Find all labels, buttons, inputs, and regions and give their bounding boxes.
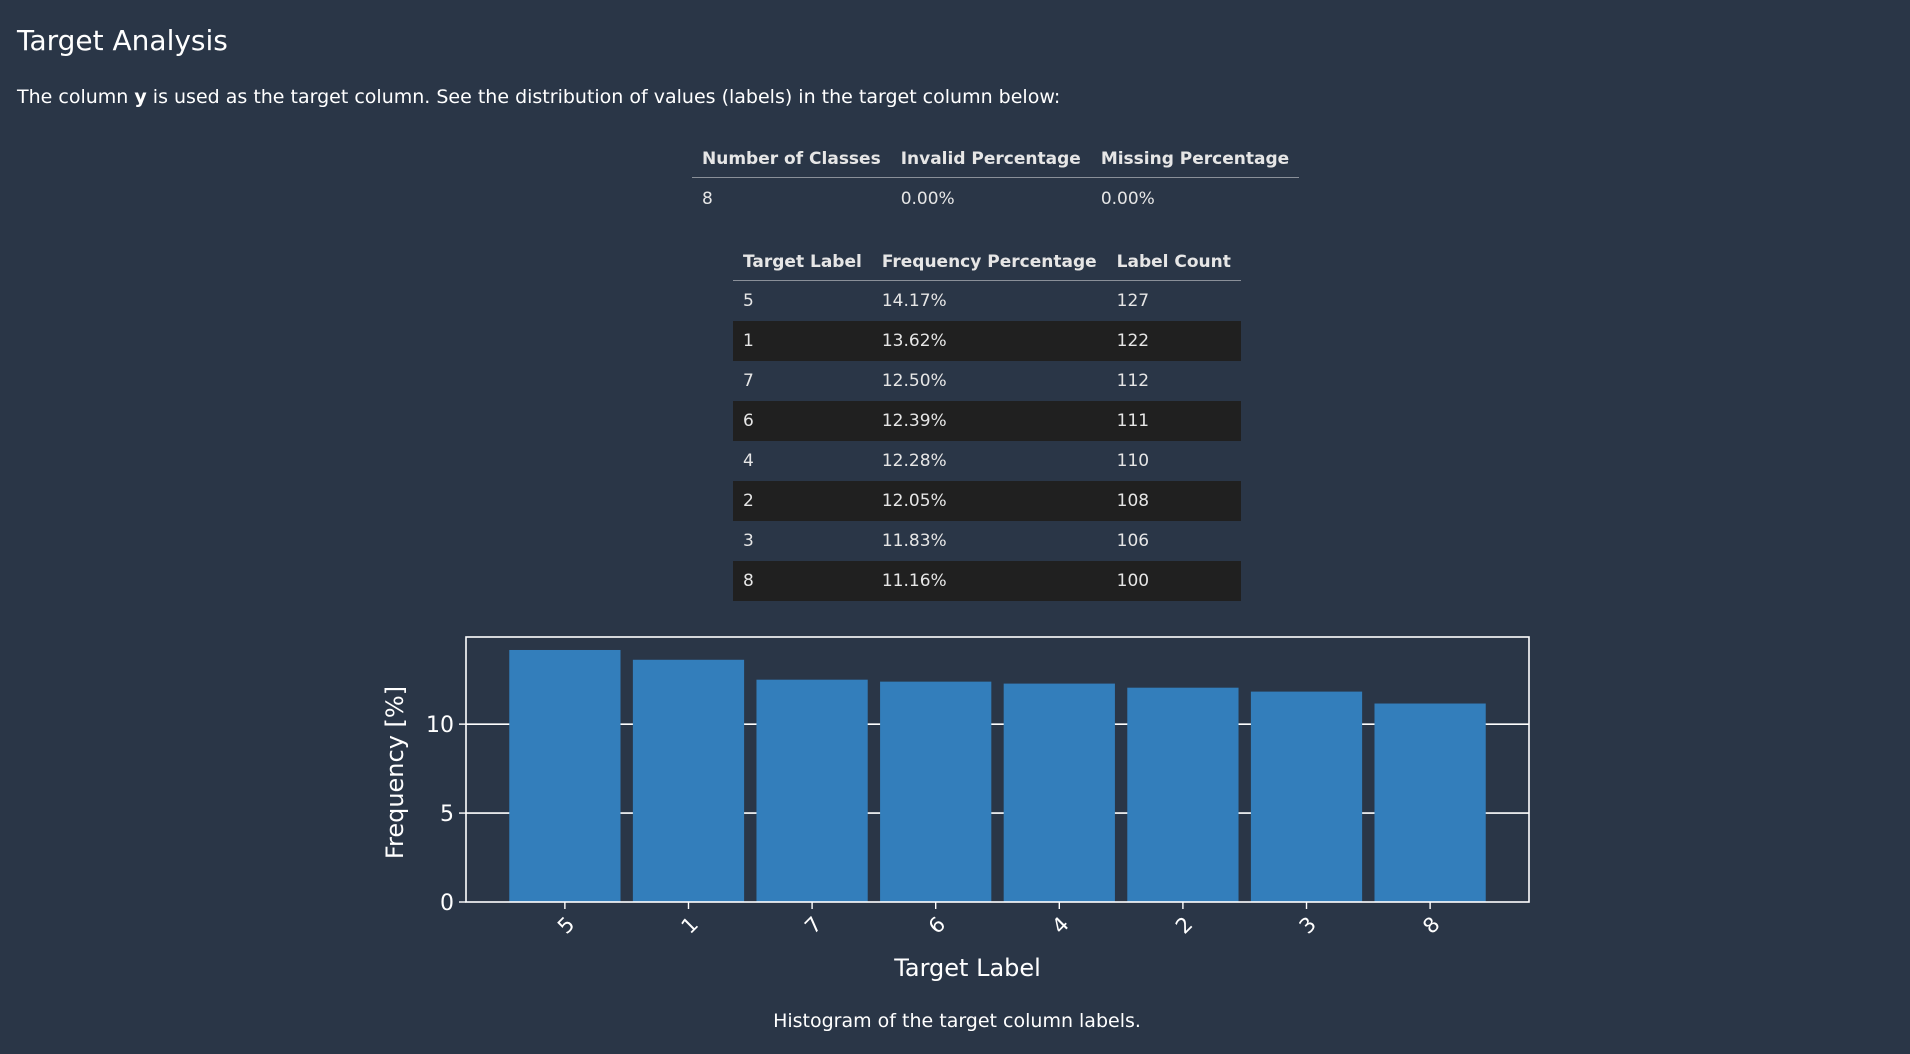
row-frequency: 11.83% <box>881 531 947 551</box>
table-row: 2 12.05% 108 <box>733 481 1241 521</box>
bar-2 <box>1127 687 1239 902</box>
row-frequency: 13.62% <box>871 321 1107 361</box>
x-tick-label: 4 <box>1047 912 1073 938</box>
row-frequency: 12.05% <box>871 481 1107 521</box>
row-target-label: 5 <box>743 291 754 311</box>
target-column-name: y <box>134 86 147 108</box>
row-target-label: 8 <box>733 561 872 601</box>
summary-classes-value: 8 <box>702 189 713 209</box>
row-frequency: 12.50% <box>881 371 947 391</box>
intro-text: The column y is used as the target colum… <box>17 86 1060 108</box>
table-row: 5 14.17% 127 <box>733 281 1241 322</box>
row-target-label: 6 <box>733 401 872 441</box>
row-frequency: 12.39% <box>871 401 1107 441</box>
bar-1 <box>632 659 745 902</box>
x-tick-label: 2 <box>1171 912 1197 938</box>
bar-8 <box>1374 703 1486 902</box>
x-tick-label: 1 <box>677 912 703 938</box>
y-axis-label: Frequency [%] <box>381 686 409 859</box>
row-count: 108 <box>1106 481 1241 521</box>
row-count: 110 <box>1116 451 1150 471</box>
summary-header-row: Number of Classes Invalid Percentage Mis… <box>692 141 1300 178</box>
x-tick-label: 3 <box>1295 912 1321 938</box>
plot-frame <box>465 636 1530 903</box>
row-count: 127 <box>1116 291 1150 311</box>
row-count: 112 <box>1116 371 1150 391</box>
y-tick-label: 5 <box>440 802 454 827</box>
x-axis-label: Target Label <box>893 954 1041 982</box>
table-row: 3 11.83% 106 <box>733 521 1241 561</box>
table-row: 1 13.62% 122 <box>733 321 1241 361</box>
row-target-label: 3 <box>743 531 754 551</box>
distribution-table: Target Label Frequency Percentage Label … <box>733 243 1241 601</box>
distribution-header-label: Target Label <box>733 243 872 281</box>
summary-table: Number of Classes Invalid Percentage Mis… <box>692 141 1300 221</box>
row-count: 122 <box>1106 321 1241 361</box>
table-row: 7 12.50% 112 <box>733 361 1241 401</box>
summary-header-invalid: Invalid Percentage <box>890 141 1091 178</box>
bar-3 <box>1250 691 1363 902</box>
row-target-label: 4 <box>743 451 754 471</box>
row-target-label: 7 <box>743 371 754 391</box>
row-frequency: 11.16% <box>871 561 1107 601</box>
bar-6 <box>880 681 992 902</box>
y-tick-label: 10 <box>426 713 454 738</box>
target-label-histogram: 0 5 10 5 1 7 6 4 2 3 8 Target Label Frequency [%] <box>381 636 1530 982</box>
row-count: 111 <box>1106 401 1241 441</box>
row-target-label: 2 <box>733 481 872 521</box>
row-frequency: 14.17% <box>881 291 947 311</box>
distribution-header-count: Label Count <box>1106 243 1241 281</box>
row-frequency: 12.28% <box>881 451 947 471</box>
summary-missing-value: 0.00% <box>1100 189 1155 209</box>
row-count: 100 <box>1106 561 1241 601</box>
table-row: 4 12.28% 110 <box>733 441 1241 481</box>
table-row: 6 12.39% 111 <box>733 401 1241 441</box>
summary-header-classes: Number of Classes <box>692 141 891 178</box>
summary-invalid-value: 0.00% <box>900 189 955 209</box>
distribution-header-row: Target Label Frequency Percentage Label … <box>733 243 1241 281</box>
summary-header-missing: Missing Percentage <box>1090 141 1300 178</box>
distribution-header-frequency: Frequency Percentage <box>871 243 1107 281</box>
page-title: Target Analysis <box>17 24 228 57</box>
x-tick-label: 8 <box>1418 912 1444 938</box>
bar-4 <box>1003 683 1115 902</box>
x-tick-label: 6 <box>924 912 950 938</box>
intro-prefix: The column <box>17 86 135 108</box>
row-target-label: 1 <box>733 321 872 361</box>
bar-5 <box>509 649 621 902</box>
table-row: 8 11.16% 100 <box>733 561 1241 601</box>
x-tick-label: 7 <box>800 912 826 938</box>
summary-row: 8 0.00% 0.00% <box>692 178 1299 221</box>
row-count: 106 <box>1116 531 1150 551</box>
x-tick-label: 5 <box>553 912 579 938</box>
intro-suffix: is used as the target column. See the di… <box>146 86 1061 108</box>
y-tick-label: 0 <box>440 891 454 916</box>
bar-7 <box>756 679 868 902</box>
chart-caption: Histogram of the target column labels. <box>773 1010 1141 1032</box>
